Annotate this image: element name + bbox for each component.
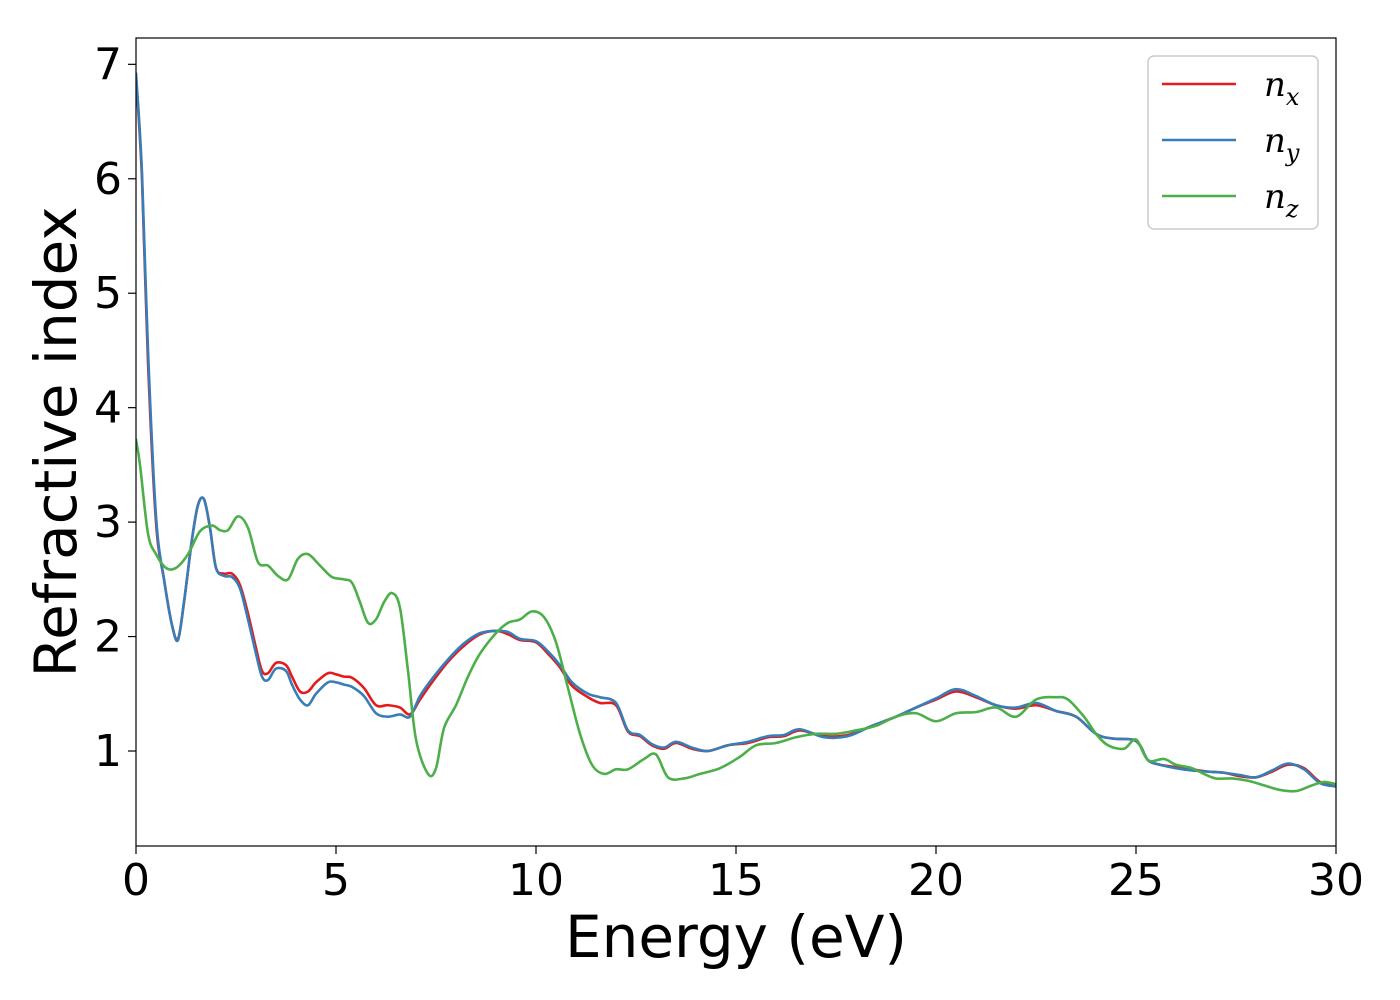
y-tick-label: 7 [94, 39, 122, 90]
x-axis: 0 5 10 15 20 25 30 [122, 846, 1364, 906]
legend-box [1147, 55, 1319, 230]
legend-label-ny: ny [1264, 121, 1300, 167]
x-axis-title: Energy (eV) [565, 903, 907, 971]
y-tick-label: 1 [94, 726, 122, 777]
y-tick-label: 2 [94, 612, 122, 663]
series-line-nz [136, 438, 1336, 793]
x-tick-label: 20 [908, 855, 964, 906]
x-tick-label: 15 [708, 855, 764, 906]
legend-label-nz: nz [1264, 177, 1299, 223]
x-tick-label: 30 [1308, 855, 1364, 906]
series-layer [136, 72, 1336, 793]
y-axis-title: Refractive index [22, 206, 90, 677]
x-tick-label: 10 [508, 855, 564, 906]
x-tick-label: 0 [122, 855, 150, 906]
y-tick-label: 3 [94, 497, 122, 548]
legend: nx ny nz [1147, 55, 1319, 230]
y-tick-label: 6 [94, 154, 122, 205]
legend-label-nx: nx [1264, 65, 1300, 111]
x-tick-label: 25 [1108, 855, 1164, 906]
y-tick-label: 4 [94, 383, 122, 434]
x-tick-label: 5 [322, 855, 350, 906]
series-line-ny [136, 72, 1336, 788]
y-tick-label: 5 [94, 268, 122, 319]
y-axis: 1 2 3 4 5 6 7 [94, 39, 136, 777]
